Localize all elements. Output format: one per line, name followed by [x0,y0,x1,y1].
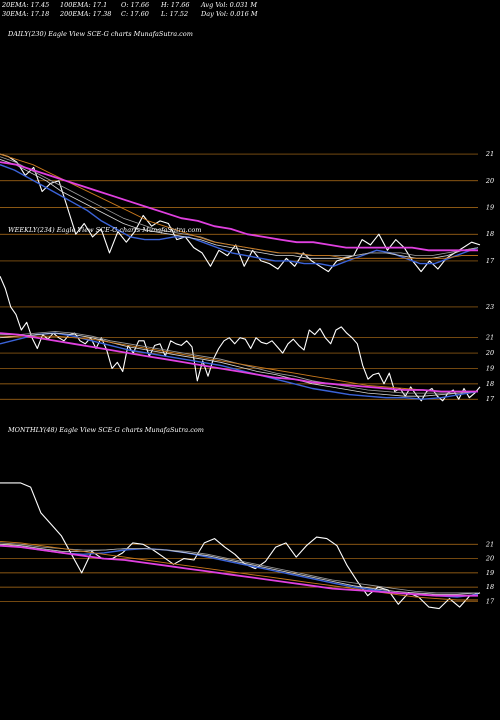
y-tick-label-2-1: 20 [485,555,494,563]
y-tick-label-0-0: 21 [485,150,494,158]
header-open: O: 17.66 [121,1,150,9]
y-tick-label-0-2: 19 [486,204,494,212]
header-200ema: 200EMA: 17.38 [60,10,112,18]
series-ema_light-0 [0,159,479,259]
series-ema20-0 [0,164,479,267]
y-tick-label-1-4: 18 [486,380,494,388]
panel-label-2: MONTHLY(48) Eagle View SCE-G charts Muna… [7,426,204,434]
header-avg-vol: Avg Vol: 0.031 M [201,1,258,9]
y-tick-label-1-5: 17 [486,395,495,403]
y-tick-label-1-3: 19 [486,364,494,372]
y-tick-label-2-4: 17 [486,597,495,605]
series-ema_long-1 [0,335,478,392]
y-tick-label-1-1: 21 [485,334,494,342]
y-tick-label-0-1: 20 [485,177,494,185]
series-ema200-0 [0,161,478,252]
series-ema20-1 [0,332,479,400]
y-tick-label-2-2: 19 [486,569,494,577]
series-ema200-1 [0,332,478,393]
y-tick-label-1-2: 20 [485,349,494,357]
series-ema_long-2 [0,540,478,601]
series-ema_light-1 [0,332,479,397]
series-ema_mid-2 [0,542,478,594]
header-100ema: 100EMA: 17.1 [60,1,108,9]
series-ema_mid-0 [0,156,479,257]
y-tick-label-2-3: 18 [486,583,494,591]
header-low: L: 17.52 [161,10,189,18]
y-tick-label-1-0: 23 [485,303,494,311]
series-ema200-2 [0,544,478,597]
panel-label-0: DAILY(230) Eagle View SCE-G charts Munaf… [7,30,193,38]
header-day-vol: Day Vol: 0.016 M [201,10,258,18]
header-20ema: 20EMA: 17.45 [2,1,50,9]
series-price-2 [0,482,481,610]
header-high: H: 17.66 [161,1,190,9]
y-tick-label-0-3: 18 [486,230,494,238]
y-tick-label-0-4: 17 [486,257,495,265]
series-price-0 [0,153,481,273]
series-ema_long-0 [0,153,478,259]
header-close: C: 17.60 [121,10,149,18]
header-30ema: 30EMA: 17.18 [2,10,50,18]
panel-label-1: WEEKLY(234) Eagle View SCE-G charts Muna… [8,226,201,234]
y-tick-label-2-0: 21 [485,540,494,548]
series-ema_light-2 [0,543,479,595]
series-price-1 [0,275,481,402]
